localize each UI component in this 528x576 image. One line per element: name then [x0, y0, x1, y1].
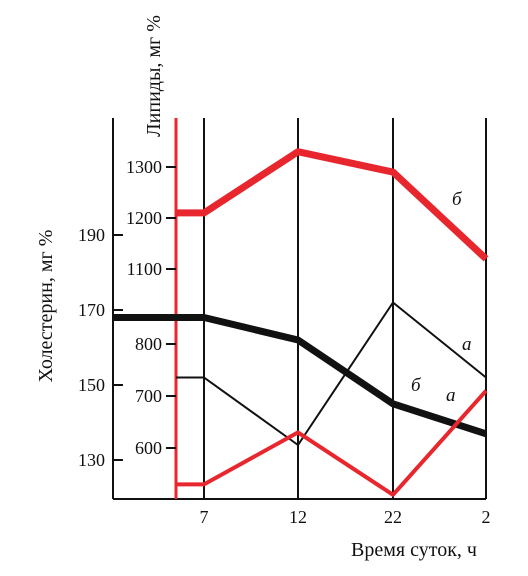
- left-axis-title: Холестерин, мг %: [35, 230, 57, 383]
- left-tick-label-130: 130: [78, 450, 105, 470]
- series-labels: б а б а: [411, 189, 472, 406]
- x-tick-label-22: 22: [384, 507, 402, 527]
- lipid-tick-label-1200: 1200: [126, 208, 162, 228]
- left-tick-label-190: 190: [78, 225, 105, 245]
- right-axis-title: Липиды, мг %: [143, 15, 165, 137]
- series-line-1: [176, 301, 487, 446]
- x-tick-label-2: 2: [482, 507, 491, 527]
- x-axis-title: Время суток, ч: [351, 539, 477, 561]
- series-label-0: б: [411, 375, 422, 396]
- series-lines: [113, 148, 489, 497]
- x-tick-label-12: 12: [289, 507, 307, 527]
- right-y-axis: 600 700 800 1100 1200 1300: [126, 118, 178, 499]
- lipid-tick-label-700: 700: [135, 386, 162, 406]
- left-tick-label-150: 150: [78, 375, 105, 395]
- series-line-0: [113, 314, 488, 438]
- series-line-3: [176, 389, 488, 497]
- series-label-1: а: [462, 334, 472, 355]
- x-tick-label-7: 7: [200, 507, 209, 527]
- left-tick-label-170: 170: [78, 300, 105, 320]
- lipid-tick-label-600: 600: [135, 438, 162, 458]
- lipid-tick-label-1300: 1300: [126, 157, 162, 177]
- series-line-2: [176, 148, 489, 262]
- series-label-2: б: [452, 189, 463, 210]
- lipid-tick-label-1100: 1100: [127, 259, 162, 279]
- x-axis: 7 12 22 2: [200, 507, 491, 527]
- lipid-tick-label-800: 800: [135, 334, 162, 354]
- left-y-axis: 130 150 170 190: [78, 118, 123, 499]
- series-label-3: а: [446, 385, 456, 406]
